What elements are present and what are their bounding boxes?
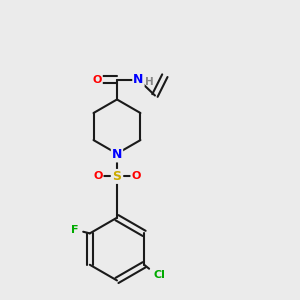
Text: N: N <box>133 73 144 86</box>
Text: F: F <box>71 225 79 235</box>
Text: O: O <box>93 171 103 182</box>
Text: O: O <box>131 171 141 182</box>
Text: O: O <box>92 75 102 85</box>
Text: F: F <box>71 225 79 235</box>
Text: H: H <box>145 77 153 87</box>
Text: Cl: Cl <box>153 270 165 280</box>
Text: Cl: Cl <box>153 270 165 280</box>
Text: S: S <box>112 170 122 183</box>
Text: N: N <box>112 148 122 161</box>
